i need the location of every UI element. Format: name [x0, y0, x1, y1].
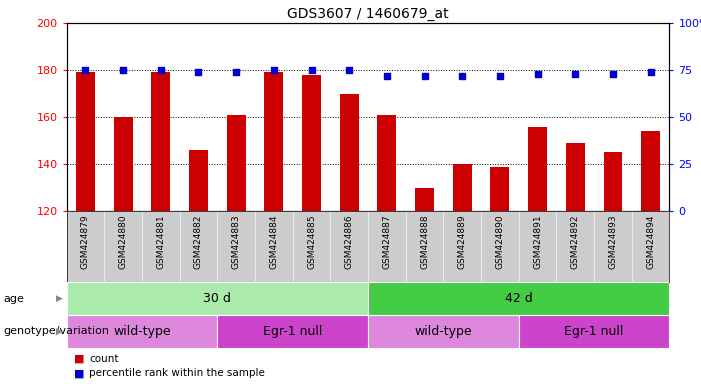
Point: [268, 67, 280, 73]
Text: Egr-1 null: Egr-1 null: [263, 325, 322, 338]
Text: GSM424884: GSM424884: [269, 215, 278, 269]
Bar: [226, 115, 245, 211]
Bar: [264, 73, 283, 211]
Point: [155, 67, 166, 73]
Text: GSM424894: GSM424894: [646, 215, 655, 269]
Text: GSM424887: GSM424887: [382, 215, 391, 270]
Text: ■: ■: [74, 368, 84, 378]
Point: [645, 69, 656, 75]
Bar: [217, 315, 368, 348]
Point: [231, 69, 242, 75]
Point: [343, 67, 355, 73]
Text: count: count: [89, 354, 118, 364]
Bar: [114, 117, 132, 211]
Bar: [67, 282, 368, 315]
Text: ■: ■: [74, 354, 84, 364]
Text: GSM424888: GSM424888: [420, 215, 429, 270]
Title: GDS3607 / 1460679_at: GDS3607 / 1460679_at: [287, 7, 449, 21]
Bar: [491, 167, 510, 211]
Point: [570, 71, 581, 77]
Text: 30 d: 30 d: [203, 292, 231, 305]
Bar: [377, 115, 396, 211]
Bar: [67, 315, 217, 348]
Text: percentile rank within the sample: percentile rank within the sample: [89, 368, 265, 378]
Point: [419, 73, 430, 79]
Bar: [519, 315, 669, 348]
Text: GSM424881: GSM424881: [156, 215, 165, 270]
Bar: [641, 131, 660, 211]
Text: GSM424886: GSM424886: [345, 215, 354, 270]
Text: GSM424889: GSM424889: [458, 215, 467, 270]
Bar: [340, 94, 359, 211]
Bar: [566, 143, 585, 211]
Point: [193, 69, 204, 75]
Point: [118, 67, 129, 73]
Text: GSM424882: GSM424882: [194, 215, 203, 269]
Bar: [368, 282, 669, 315]
Text: 42 d: 42 d: [505, 292, 533, 305]
Text: ▶: ▶: [56, 294, 63, 303]
Point: [532, 71, 543, 77]
Text: wild-type: wild-type: [414, 325, 472, 338]
Point: [607, 71, 618, 77]
Text: GSM424893: GSM424893: [608, 215, 618, 270]
Text: genotype/variation: genotype/variation: [4, 326, 109, 336]
Text: GSM424879: GSM424879: [81, 215, 90, 270]
Bar: [76, 73, 95, 211]
Text: Egr-1 null: Egr-1 null: [564, 325, 624, 338]
Bar: [302, 75, 321, 211]
Bar: [528, 126, 547, 211]
Bar: [453, 164, 472, 211]
Bar: [189, 150, 208, 211]
Text: GSM424880: GSM424880: [118, 215, 128, 270]
Text: GSM424885: GSM424885: [307, 215, 316, 270]
Text: wild-type: wild-type: [113, 325, 171, 338]
Text: GSM424890: GSM424890: [496, 215, 505, 270]
Point: [456, 73, 468, 79]
Point: [381, 73, 393, 79]
Bar: [151, 73, 170, 211]
Text: GSM424892: GSM424892: [571, 215, 580, 269]
Text: age: age: [4, 293, 25, 304]
Text: ▶: ▶: [56, 327, 63, 336]
Text: GSM424891: GSM424891: [533, 215, 542, 270]
Bar: [415, 188, 434, 211]
Bar: [604, 152, 622, 211]
Text: GSM424883: GSM424883: [231, 215, 240, 270]
Point: [494, 73, 505, 79]
Point: [306, 67, 317, 73]
Bar: [368, 315, 519, 348]
Point: [80, 67, 91, 73]
